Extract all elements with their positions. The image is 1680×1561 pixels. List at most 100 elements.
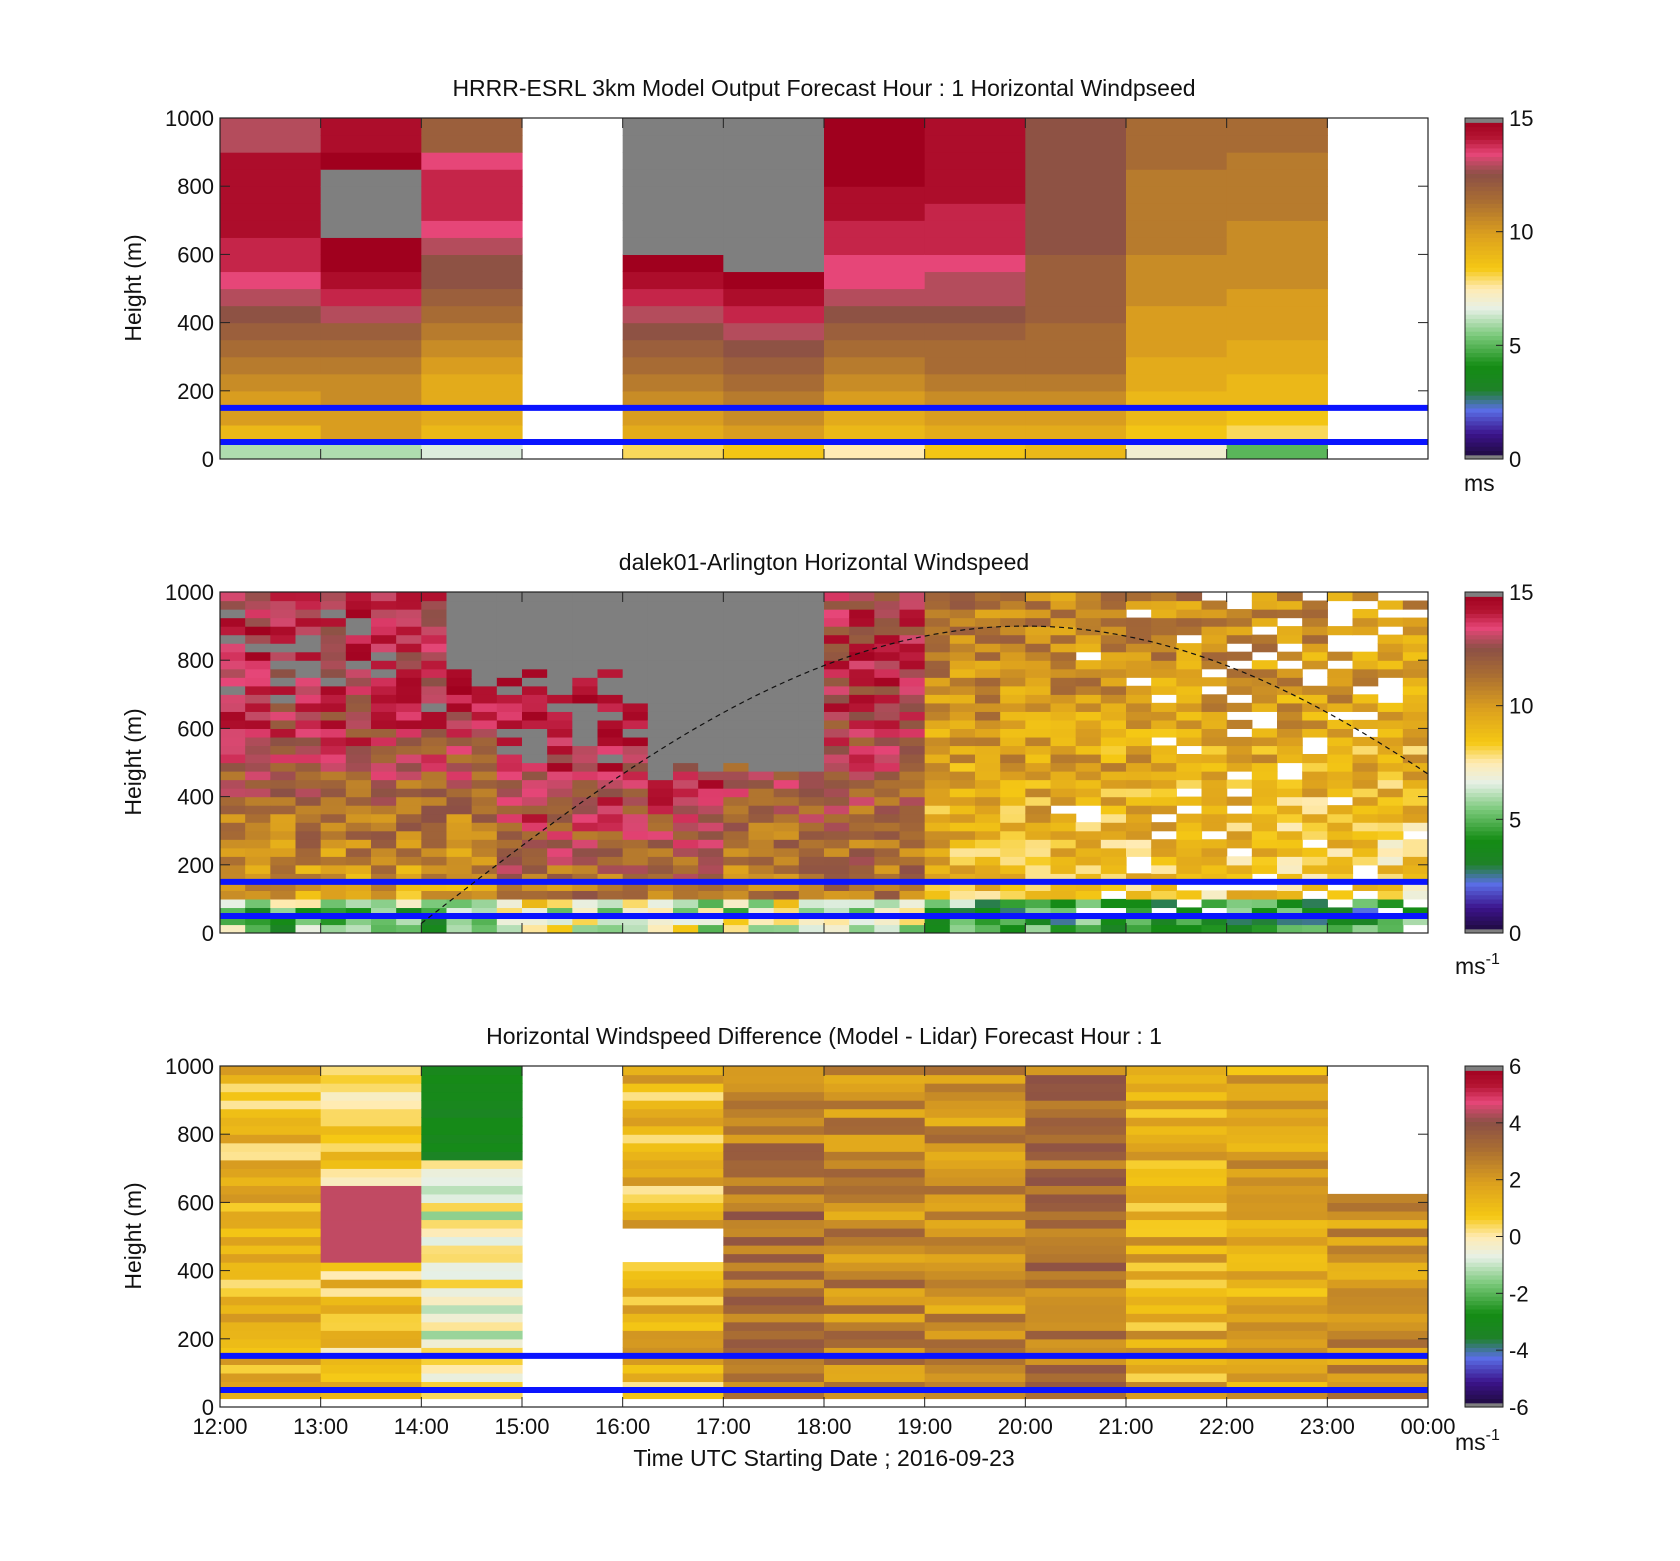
heatmap-cell	[773, 796, 800, 806]
heatmap-cell	[446, 813, 473, 823]
heatmap-cell	[622, 1074, 724, 1084]
heatmap-cell	[396, 864, 422, 874]
heatmap-cell	[1100, 762, 1127, 772]
heatmap-cell	[1327, 1313, 1428, 1323]
heatmap-cell	[622, 186, 724, 204]
heatmap-cell	[1251, 796, 1278, 806]
heatmap-cell	[1126, 1279, 1228, 1289]
heatmap-cell	[220, 702, 246, 712]
heatmap-cell	[723, 1381, 825, 1391]
heatmap-cell	[320, 1355, 422, 1365]
heatmap-cell	[446, 702, 473, 712]
heatmap-cell	[1277, 890, 1303, 900]
heatmap-cell	[345, 626, 372, 636]
heatmap-cell	[471, 924, 498, 933]
heatmap-cell	[824, 634, 850, 644]
x-tick-label: 15:00	[494, 1414, 549, 1439]
heatmap-cell	[597, 634, 624, 644]
heatmap-cell	[924, 424, 1026, 443]
panel-difference-colorbar-unit: ms-1	[1455, 1427, 1500, 1455]
colorbar-swatch	[1465, 416, 1503, 422]
heatmap-cell	[975, 634, 1001, 644]
heatmap-cell	[899, 907, 926, 917]
heatmap-cell	[1226, 1168, 1328, 1178]
heatmap-cell	[1226, 1100, 1328, 1110]
heatmap-cell	[245, 864, 271, 874]
heatmap-cell	[1151, 839, 1177, 849]
heatmap-cell	[773, 830, 800, 840]
colorbar-swatch	[1465, 651, 1503, 657]
heatmap-cell	[320, 1287, 422, 1297]
heatmap-cell	[1151, 617, 1177, 627]
colorbar-tick-label: 10	[1509, 220, 1533, 245]
heatmap-cell	[547, 634, 573, 644]
heatmap-cell	[220, 711, 246, 721]
heatmap-cell	[1075, 864, 1102, 874]
heatmap-cell	[1226, 373, 1328, 392]
heatmap-cell	[824, 1100, 926, 1110]
heatmap-cell	[874, 873, 901, 883]
heatmap-cell	[622, 1083, 724, 1093]
heatmap-cell	[824, 719, 850, 730]
heatmap-cell	[446, 898, 473, 909]
heatmap-cell	[1100, 771, 1127, 781]
heatmap-cell	[1226, 1347, 1328, 1357]
heatmap-cell	[1226, 1176, 1328, 1186]
heatmap-cell	[924, 1151, 1026, 1161]
heatmap-cell	[1025, 1270, 1127, 1280]
heatmap-cell	[421, 753, 448, 764]
heatmap-cell	[1327, 915, 1354, 926]
heatmap-cell	[723, 1389, 825, 1400]
heatmap-cell	[1176, 873, 1203, 883]
heatmap-cell	[1000, 762, 1026, 772]
heatmap-cell	[446, 796, 473, 806]
heatmap-cell	[824, 1176, 926, 1186]
heatmap-cell	[1050, 719, 1077, 730]
heatmap-cell	[899, 745, 926, 755]
heatmap-cell	[924, 668, 951, 678]
heatmap-cell	[1000, 796, 1026, 806]
heatmap-cell	[723, 441, 825, 459]
heatmap-cell	[1025, 356, 1127, 375]
heatmap-cell	[824, 1091, 926, 1101]
heatmap-cell	[1226, 839, 1253, 849]
heatmap-cell	[220, 1142, 322, 1152]
heatmap-cell	[698, 677, 724, 687]
heatmap-cell	[1025, 822, 1052, 832]
colorbar-swatch	[1465, 647, 1503, 653]
heatmap-cell	[1277, 626, 1303, 636]
heatmap-cell	[295, 779, 322, 789]
heatmap-cell	[1176, 771, 1203, 781]
heatmap-cell	[1277, 711, 1303, 721]
heatmap-cell	[320, 915, 347, 926]
heatmap-cell	[849, 864, 875, 874]
heatmap-cell	[798, 890, 825, 900]
colorbar-swatch	[1465, 1334, 1503, 1340]
heatmap-cell	[446, 728, 473, 738]
heatmap-cell	[1327, 856, 1354, 866]
colorbar-swatch	[1465, 681, 1503, 687]
heatmap-cell	[824, 1151, 926, 1161]
heatmap-cell	[421, 220, 523, 238]
heatmap-cell	[522, 864, 548, 874]
heatmap-cell	[874, 600, 901, 610]
heatmap-cell	[622, 373, 724, 392]
heatmap-cell	[421, 1270, 523, 1280]
heatmap-cell	[924, 1066, 1026, 1076]
heatmap-cell	[1277, 856, 1303, 866]
heatmap-cell	[1126, 1245, 1228, 1255]
heatmap-cell	[1126, 1262, 1228, 1272]
heatmap-cell	[824, 839, 850, 849]
heatmap-cell	[622, 711, 649, 721]
heatmap-cell	[220, 805, 246, 815]
heatmap-cell	[1075, 839, 1102, 849]
heatmap-cell	[647, 651, 674, 661]
heatmap-cell	[824, 1219, 926, 1229]
heatmap-cell	[924, 677, 951, 687]
heatmap-cell	[522, 592, 548, 602]
heatmap-cell	[371, 924, 397, 933]
heatmap-cell	[1226, 617, 1253, 627]
heatmap-cell	[1151, 873, 1177, 883]
heatmap-cell	[949, 805, 976, 815]
heatmap-cell	[1352, 822, 1379, 832]
